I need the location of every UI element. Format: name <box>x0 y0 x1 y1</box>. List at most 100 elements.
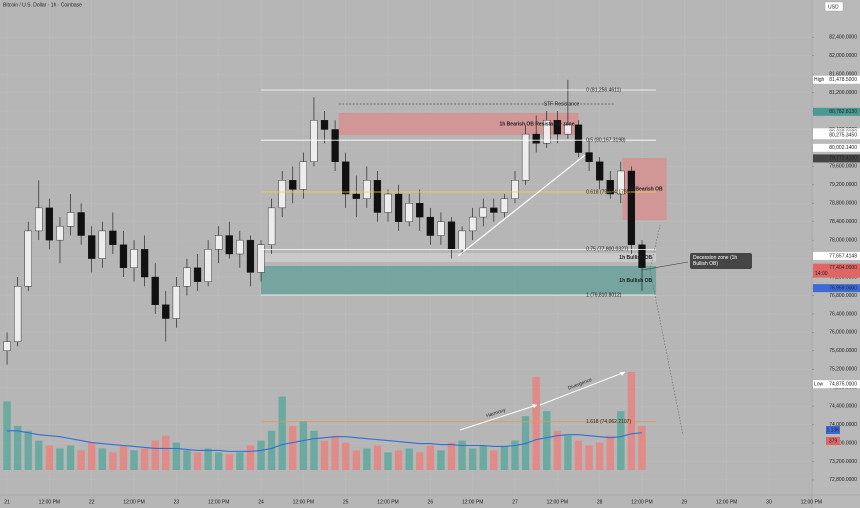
volume-bar <box>553 430 562 470</box>
volume-bar <box>384 452 392 470</box>
candle-body <box>162 304 170 319</box>
candle-body <box>257 244 265 273</box>
volume-bar <box>458 440 466 470</box>
volume-bar <box>437 450 445 470</box>
arrow <box>459 404 538 431</box>
candle-body <box>342 161 350 195</box>
candle-body <box>564 124 572 135</box>
zone-label: 1h Bearish OB <box>628 186 663 192</box>
price-tag <box>813 251 860 260</box>
candle-body <box>352 193 360 199</box>
volume-ma <box>7 430 643 452</box>
x-tick-label: 12:00 PM <box>377 499 398 505</box>
price-tag <box>813 154 860 163</box>
price-tag-label: 76,959.0000 <box>829 285 857 291</box>
candle-body <box>310 120 318 162</box>
x-tick-label: 28 <box>597 499 603 505</box>
candle-body <box>511 180 519 199</box>
volume-bar <box>511 440 519 470</box>
volume-bar <box>405 448 413 470</box>
volume-bar <box>479 445 487 470</box>
candle-body <box>119 244 128 269</box>
projection <box>649 224 661 271</box>
candle-body <box>236 239 244 255</box>
overlays: 1h Bearish OB Resistance zone 1h Bearish … <box>261 87 663 425</box>
candle-body <box>98 230 106 259</box>
volume-bar <box>416 452 424 470</box>
candle-body <box>151 276 159 305</box>
price-tag-name: Low <box>814 382 824 388</box>
candle-body <box>35 207 43 232</box>
price-tags: 81,478.5000High80,782.813080,338.018980,… <box>813 75 860 445</box>
y-tick-label: 76,800.0000 <box>829 293 857 299</box>
y-tick-label: 75,200.0000 <box>829 367 857 373</box>
projection <box>649 269 684 436</box>
x-tick-label: 29 <box>682 499 688 505</box>
price-tag-label: 80,782.8130 <box>829 109 857 115</box>
volume-bar <box>352 450 360 470</box>
candle-body <box>627 170 636 245</box>
candle-body <box>278 180 286 209</box>
candle-body <box>56 226 64 241</box>
price-tag-label: 81,478.5000 <box>829 77 857 83</box>
y-tick-label: 81,600.0000 <box>829 71 857 77</box>
x-tick-label: 12:00 PM <box>123 499 144 505</box>
candle-body <box>469 216 477 232</box>
volume-bar <box>543 411 551 470</box>
y-tick-label: 73,600.0000 <box>829 440 857 446</box>
candle-body <box>45 207 54 241</box>
y-tick-label: 72,800.0000 <box>829 477 857 483</box>
volume-bar <box>77 450 85 470</box>
volume-tag <box>826 437 840 445</box>
zone-label: 1h Bullish OB <box>619 278 652 284</box>
x-tick-label: 26 <box>428 499 434 505</box>
y-tick-label: 76,400.0000 <box>829 311 857 317</box>
volume-bar <box>225 454 233 470</box>
candle-body <box>458 230 466 250</box>
volume-bar <box>363 448 371 470</box>
price-tag <box>813 380 860 389</box>
volume-bar <box>35 440 43 470</box>
candle-body <box>246 239 255 273</box>
volume-bar <box>24 430 32 470</box>
callout-pointer <box>641 261 689 271</box>
volume-bar <box>214 452 223 470</box>
volume-bar <box>532 376 540 470</box>
volume-bar <box>606 435 614 470</box>
candle-body <box>66 212 75 227</box>
x-tick-label: 12:00 PM <box>293 499 314 505</box>
volume-bar <box>88 442 96 470</box>
price-tag-label: 79,772.4100 <box>829 156 857 162</box>
candle-body <box>24 230 32 287</box>
zone-label: 1h Bearish OB Resistance zone <box>499 121 574 127</box>
candle-body <box>596 161 604 181</box>
price-tag-sub: 14:00 <box>815 271 828 277</box>
x-tick-label: 30 <box>766 499 772 505</box>
callout: Decession zone (1h Bullish OB) <box>690 253 752 269</box>
x-tick-label: 27 <box>512 499 518 505</box>
candle-body <box>299 161 307 190</box>
y-tick-label: 81,200.0000 <box>829 90 857 96</box>
volume-bar <box>617 411 625 470</box>
volume-bar <box>66 445 75 470</box>
price-tag <box>813 107 860 116</box>
volume-bar <box>183 450 191 470</box>
volume-bar <box>204 448 212 470</box>
y-tick-label: 76,000.0000 <box>829 330 857 336</box>
volume-bar <box>130 450 138 470</box>
y-tick-label: 82,400.0000 <box>829 35 857 41</box>
volume-bar <box>500 446 509 470</box>
candle-body <box>215 235 223 250</box>
candle-body <box>77 212 85 236</box>
candle-body <box>543 120 551 144</box>
candle-body <box>521 133 530 181</box>
annotation: Harmony <box>486 407 508 419</box>
candle-body <box>585 152 593 162</box>
price-tag <box>813 131 860 140</box>
x-tick-label: 12:00 PM <box>547 499 568 505</box>
price-tag-label: 80,275.3450 <box>829 133 857 139</box>
zone <box>261 266 657 296</box>
y-tick-label: 79,200.0000 <box>829 182 857 188</box>
x-tick-label: 12:00 PM <box>462 499 483 505</box>
